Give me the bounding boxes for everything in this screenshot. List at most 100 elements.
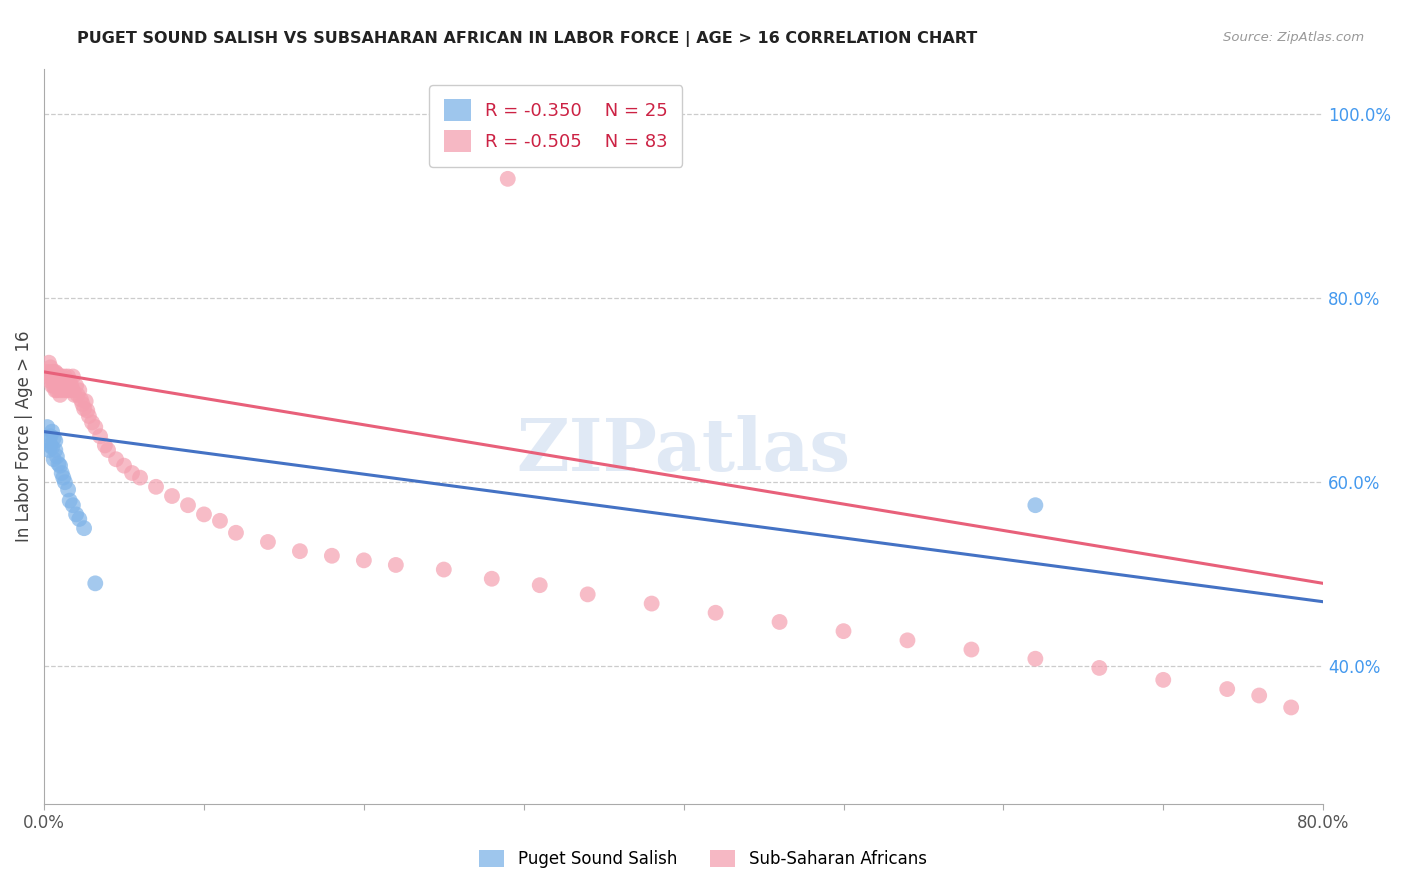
Point	[704, 606, 727, 620]
Point	[62, 369, 84, 384]
Point	[59, 493, 82, 508]
Point	[41, 425, 63, 439]
Point	[80, 416, 103, 430]
Point	[39, 438, 62, 452]
Point	[1152, 673, 1174, 687]
Point	[1088, 661, 1111, 675]
Point	[1249, 689, 1271, 703]
Point	[39, 374, 62, 388]
Text: ZIPatlas: ZIPatlas	[516, 416, 851, 486]
Point	[52, 374, 75, 388]
Point	[960, 642, 983, 657]
Point	[576, 587, 599, 601]
Point	[496, 171, 519, 186]
Point	[94, 438, 117, 452]
Point	[56, 483, 79, 497]
Point	[59, 374, 82, 388]
Point	[48, 369, 70, 384]
Point	[53, 369, 76, 384]
Point	[52, 384, 75, 398]
Point	[39, 360, 62, 375]
Point	[1279, 700, 1302, 714]
Point	[51, 369, 73, 384]
Point	[65, 508, 87, 522]
Point	[89, 429, 111, 443]
Point	[48, 457, 70, 471]
Point	[38, 443, 60, 458]
Point	[529, 578, 551, 592]
Point	[112, 458, 135, 473]
Point	[76, 403, 98, 417]
Point	[193, 508, 215, 522]
Point	[53, 475, 76, 490]
Point	[41, 440, 63, 454]
Point	[55, 384, 77, 398]
Point	[38, 434, 60, 448]
Point	[77, 409, 100, 423]
Point	[53, 378, 76, 392]
Point	[768, 615, 790, 629]
Point	[145, 480, 167, 494]
Point	[70, 392, 93, 407]
Point	[177, 498, 200, 512]
Point	[56, 378, 79, 392]
Point	[385, 558, 408, 572]
Point	[1024, 498, 1046, 512]
Point	[45, 384, 67, 398]
Point	[49, 384, 72, 398]
Legend: R = -0.350    N = 25, R = -0.505    N = 83: R = -0.350 N = 25, R = -0.505 N = 83	[429, 85, 682, 167]
Point	[73, 521, 96, 535]
Point	[44, 434, 66, 448]
Point	[121, 466, 143, 480]
Point	[44, 443, 66, 458]
Point	[62, 384, 84, 398]
Text: PUGET SOUND SALISH VS SUBSAHARAN AFRICAN IN LABOR FORCE | AGE > 16 CORRELATION C: PUGET SOUND SALISH VS SUBSAHARAN AFRICAN…	[77, 31, 977, 47]
Point	[62, 498, 84, 512]
Y-axis label: In Labor Force | Age > 16: In Labor Force | Age > 16	[15, 331, 32, 542]
Point	[39, 429, 62, 443]
Point	[38, 369, 60, 384]
Point	[160, 489, 183, 503]
Point	[38, 356, 60, 370]
Point	[51, 466, 73, 480]
Point	[45, 450, 67, 464]
Point	[72, 397, 94, 411]
Point	[59, 384, 82, 398]
Point	[44, 369, 66, 384]
Point	[41, 378, 63, 392]
Text: Source: ZipAtlas.com: Source: ZipAtlas.com	[1223, 31, 1364, 45]
Point	[44, 365, 66, 379]
Point	[41, 365, 63, 379]
Point	[42, 452, 65, 467]
Point	[52, 470, 75, 484]
Point	[896, 633, 918, 648]
Point	[51, 378, 73, 392]
Point	[37, 420, 59, 434]
Point	[640, 597, 662, 611]
Point	[48, 378, 70, 392]
Point	[42, 431, 65, 445]
Point	[45, 367, 67, 381]
Point	[105, 452, 128, 467]
Point	[257, 535, 280, 549]
Point	[1216, 681, 1239, 696]
Point	[65, 378, 87, 392]
Point	[353, 553, 375, 567]
Point	[97, 443, 120, 458]
Point	[321, 549, 343, 563]
Point	[832, 624, 855, 639]
Point	[42, 378, 65, 392]
Point	[49, 372, 72, 386]
Point	[288, 544, 311, 558]
Point	[49, 458, 72, 473]
Point	[45, 374, 67, 388]
Point	[433, 563, 456, 577]
Point	[1024, 651, 1046, 665]
Point	[42, 365, 65, 379]
Point	[84, 420, 107, 434]
Point	[41, 369, 63, 384]
Point	[56, 369, 79, 384]
Point	[49, 388, 72, 402]
Point	[225, 525, 247, 540]
Point	[42, 374, 65, 388]
